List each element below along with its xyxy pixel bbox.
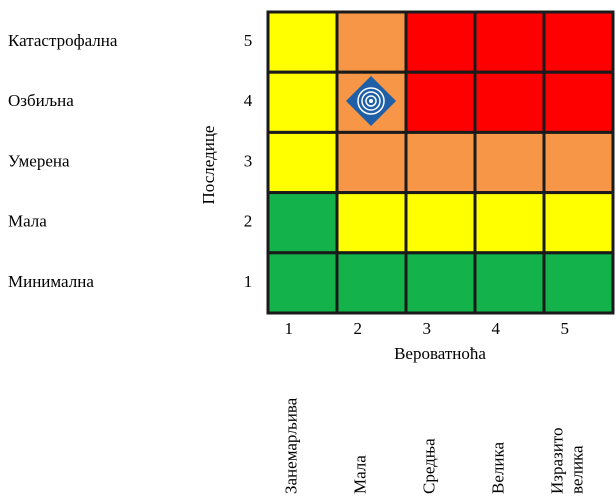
cell xyxy=(404,10,477,74)
row-level: 5 xyxy=(244,31,253,50)
cell xyxy=(542,10,615,74)
column-level: 5 xyxy=(560,319,569,338)
row-label: Мала xyxy=(8,212,47,231)
cell xyxy=(404,130,477,195)
cell xyxy=(542,191,615,255)
grid xyxy=(266,10,615,315)
cell xyxy=(266,130,339,195)
column-label: Мала xyxy=(351,455,370,494)
cell xyxy=(266,70,339,134)
column-level: 4 xyxy=(491,319,500,338)
cell xyxy=(404,251,477,315)
row-level: 2 xyxy=(244,212,253,231)
cell xyxy=(404,70,477,134)
column-level: 2 xyxy=(353,319,362,338)
row-label: Умерена xyxy=(8,151,70,170)
cell xyxy=(473,10,546,74)
cell xyxy=(335,191,408,255)
column-level: 3 xyxy=(422,319,431,338)
row-label: Минимална xyxy=(8,272,94,291)
row-label: Катастрофална xyxy=(8,31,118,50)
column-level: 1 xyxy=(284,319,293,338)
x-axis-title: Вероватноћа xyxy=(394,344,486,363)
column-label: Занемарљива xyxy=(282,397,301,494)
risk-marker xyxy=(346,76,396,126)
row-level: 3 xyxy=(244,151,253,170)
column-label: Велика xyxy=(489,442,508,494)
cell xyxy=(335,130,408,195)
cell xyxy=(542,70,615,134)
cell xyxy=(473,191,546,255)
cell xyxy=(266,191,339,255)
cell xyxy=(335,10,408,74)
cell xyxy=(473,130,546,195)
cell xyxy=(266,251,339,315)
row-level: 4 xyxy=(244,91,253,110)
column-label: Средња xyxy=(420,438,439,494)
cell xyxy=(542,251,615,315)
cell xyxy=(335,251,408,315)
cell xyxy=(404,191,477,255)
cell xyxy=(473,70,546,134)
y-axis-title: Последице xyxy=(199,126,218,205)
cell xyxy=(542,130,615,195)
column-label: велика xyxy=(568,445,587,494)
cell xyxy=(473,251,546,315)
cell xyxy=(266,10,339,74)
row-label: Озбиљна xyxy=(8,91,74,110)
row-level: 1 xyxy=(244,272,253,291)
column-label: Изразито xyxy=(548,427,567,494)
